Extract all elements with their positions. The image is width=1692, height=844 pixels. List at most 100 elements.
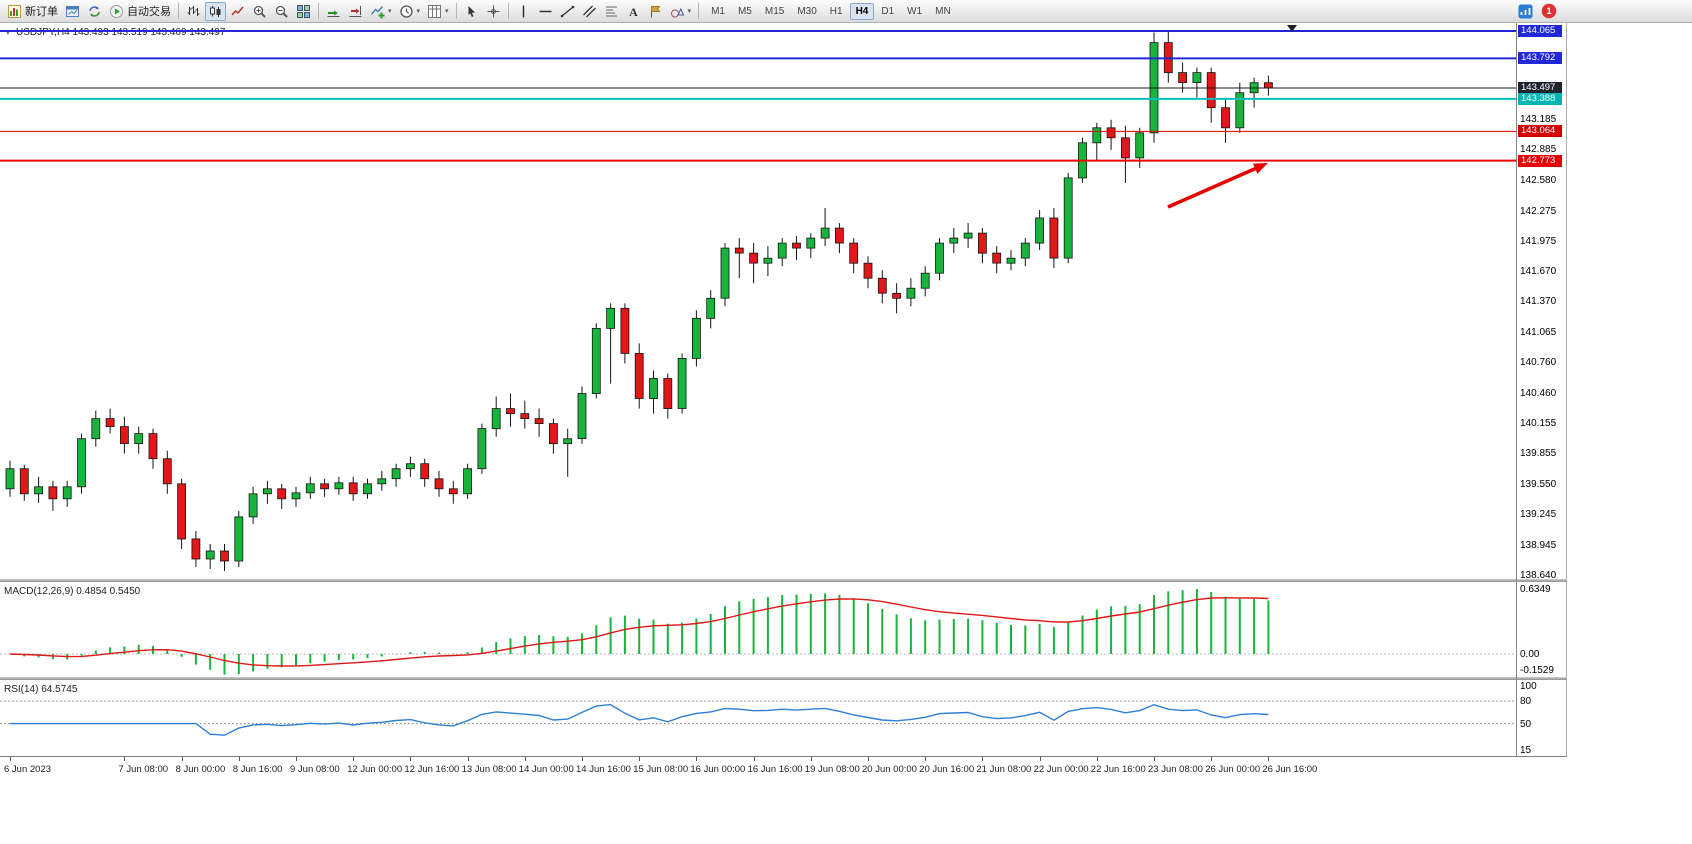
time-tick: [639, 757, 641, 761]
chart-shift-marker[interactable]: [1287, 25, 1297, 32]
notification-badge[interactable]: 1: [1542, 4, 1556, 18]
time-label: 21 Jun 08:00: [976, 764, 1032, 775]
price-badge: 143.497: [1518, 82, 1562, 94]
indicators-button[interactable]: ▾: [367, 2, 395, 21]
text-icon: A: [629, 5, 638, 19]
time-tick: [353, 757, 355, 761]
time-label: 8 Jun 16:00: [232, 764, 283, 775]
time-label: 14 Jun 16:00: [576, 764, 631, 775]
time-tick: [1268, 757, 1270, 761]
horizontal-line-button[interactable]: [535, 2, 556, 21]
zoom-out-icon: [275, 5, 288, 18]
timeframe-h1-button[interactable]: H1: [824, 3, 849, 20]
time-label: 14 Jun 00:00: [518, 764, 574, 775]
trendline-button[interactable]: [557, 2, 578, 21]
time-label: 26 Jun 00:00: [1205, 764, 1261, 775]
text-label-button[interactable]: [645, 2, 666, 21]
channel-button[interactable]: [579, 2, 600, 21]
pane-separator[interactable]: [0, 677, 1567, 680]
shapes-icon: [670, 7, 684, 17]
text-button[interactable]: A: [623, 2, 644, 21]
time-tick: [1154, 757, 1155, 761]
cursor-button[interactable]: [461, 2, 482, 21]
line-chart-button[interactable]: [227, 2, 248, 21]
time-label: 8 Jun 00:00: [175, 764, 226, 775]
auto-trading-label: 自动交易: [127, 6, 171, 18]
rsi-indicator-pane[interactable]: RSI(14) 64.5745: [0, 680, 1516, 756]
timeframe-h4-button[interactable]: H4: [849, 2, 875, 20]
charts-icon: [66, 5, 79, 17]
timeframe-w1-button[interactable]: W1: [901, 3, 928, 20]
bar-chart-icon: [187, 5, 200, 16]
periods-button[interactable]: ▾: [396, 2, 424, 21]
new-order-button[interactable]: 新订单: [4, 2, 61, 21]
clock-icon: [399, 4, 413, 18]
timeframe-m15-button[interactable]: M15: [759, 3, 790, 20]
line-chart-icon: [231, 6, 244, 15]
charts-window-button[interactable]: [62, 2, 83, 21]
time-label: 12 Jun 00:00: [347, 764, 403, 775]
main-price-chart[interactable]: ▼ USDJPY,H4 143.493 143.519 143.469 143.…: [0, 23, 1516, 579]
time-tick: [753, 757, 755, 761]
rsi-label: RSI(14) 64.5745: [4, 684, 78, 695]
time-label: 6 Jun 2023: [4, 764, 52, 775]
market-watch-button[interactable]: [84, 2, 105, 21]
candle-chart-icon: [210, 5, 221, 17]
app-launcher-button[interactable]: [1515, 2, 1536, 21]
toolbar-separator: [178, 3, 179, 19]
scale-label: 139.855: [1520, 448, 1557, 460]
scale-label: 140.760: [1520, 357, 1557, 369]
dropdown-caret-icon: ▾: [445, 7, 449, 15]
scale-label: 140.155: [1520, 418, 1557, 430]
crosshair-icon: [487, 5, 500, 17]
scale-label: 50: [1520, 718, 1532, 730]
zoom-in-button[interactable]: [249, 2, 270, 21]
pane-separator[interactable]: [0, 579, 1567, 582]
time-axis[interactable]: 6 Jun 2023 7 Jun 08:00 8 Jun 00:00 8 Jun 16…: [0, 756, 1567, 782]
symbol-caret-icon: ▼: [4, 28, 12, 37]
scale-label: 142.275: [1520, 205, 1557, 217]
dropdown-caret-icon: ▾: [416, 7, 421, 15]
app-icon: [1518, 4, 1533, 18]
time-tick: [296, 757, 297, 761]
trendline-icon: [560, 5, 574, 17]
macd-indicator-pane[interactable]: MACD(12,26,9) 0.4854 0.5450: [0, 582, 1516, 677]
chart-shift-button[interactable]: [345, 2, 366, 21]
scale-label: 142.885: [1520, 144, 1557, 156]
timeframe-mn-button[interactable]: MN: [929, 3, 957, 20]
timeframe-m30-button[interactable]: M30: [791, 3, 822, 20]
vertical-line-icon: [522, 5, 524, 17]
channel-icon: [582, 5, 596, 17]
bar-chart-button[interactable]: [183, 2, 204, 21]
scale-label: -0.1529: [1520, 664, 1554, 676]
toolbar-separator: [318, 3, 319, 19]
time-tick: [1039, 757, 1041, 761]
vertical-line-button[interactable]: [513, 2, 534, 21]
shapes-button[interactable]: ▾: [667, 2, 695, 21]
scale-label: 141.065: [1520, 326, 1557, 338]
time-label: 12 Jun 16:00: [404, 764, 460, 775]
timeframe-d1-button[interactable]: D1: [875, 3, 900, 20]
zoom-out-button[interactable]: [271, 2, 292, 21]
timeframe-m5-button[interactable]: M5: [732, 3, 758, 20]
tile-windows-button[interactable]: [293, 2, 314, 21]
price-scale[interactable]: 143.185 142.885 142.580 142.275 141.975 141.6…: [1516, 23, 1567, 756]
cursor-icon: [468, 5, 475, 17]
time-tick: [1211, 757, 1213, 761]
time-label: 20 Jun 00:00: [862, 764, 917, 775]
time-label: 15 Jun 08:00: [633, 764, 689, 775]
timeframe-m1-button[interactable]: M1: [705, 3, 731, 20]
time-tick: [982, 757, 984, 761]
templates-button[interactable]: ▾: [424, 2, 452, 21]
macd-label: MACD(12,26,9) 0.4854 0.5450: [4, 586, 141, 597]
label-icon: [650, 5, 661, 17]
toolbar-right-group: 1: [1515, 2, 1556, 21]
time-label: 19 Jun 08:00: [804, 764, 860, 775]
crosshair-button[interactable]: [483, 2, 504, 21]
template-icon: [428, 4, 442, 18]
auto-scroll-button[interactable]: [323, 2, 344, 21]
candle-chart-button[interactable]: [205, 1, 226, 21]
fibonacci-button[interactable]: [601, 2, 622, 21]
auto-trading-button[interactable]: 自动交易: [106, 2, 174, 21]
